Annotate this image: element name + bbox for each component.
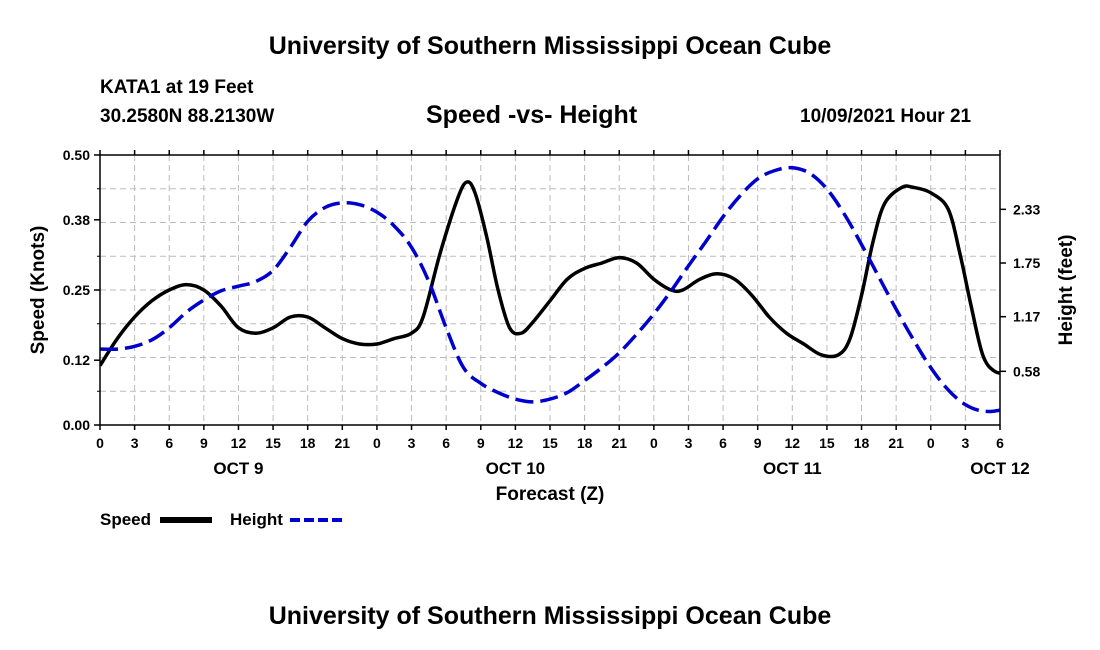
- x-tick-label: 0: [650, 435, 658, 451]
- x-tick-label: 12: [508, 435, 524, 451]
- x-day-label: OCT 12: [970, 459, 1030, 478]
- x-tick-label: 12: [231, 435, 247, 451]
- chart-grid: [99, 155, 1001, 425]
- x-tick-label: 0: [373, 435, 381, 451]
- legend-speed-swatch: [160, 517, 212, 523]
- x-tick-label: 6: [719, 435, 727, 451]
- y-axis-label: Speed (Knots): [28, 226, 49, 355]
- x-tick-label: 18: [854, 435, 870, 451]
- y-tick-label: 0.38: [63, 212, 90, 228]
- x-tick-label: 21: [888, 435, 904, 451]
- x-tick-label: 12: [785, 435, 801, 451]
- legend-speed-label: Speed: [100, 510, 152, 529]
- x-tick-label: 15: [542, 435, 558, 451]
- legend-height-swatch: [290, 518, 342, 522]
- y-tick-label: 0.50: [63, 147, 90, 163]
- x-tick-label: 6: [442, 435, 450, 451]
- page-title: University of Southern Mississippi Ocean…: [268, 32, 832, 60]
- x-tick-label: 9: [754, 435, 762, 451]
- y2-tick-label: 1.75: [1013, 255, 1040, 271]
- x-tick-label: 18: [577, 435, 593, 451]
- x-tick-label: 0: [96, 435, 104, 451]
- x-day-label: OCT 10: [486, 459, 546, 478]
- y-tick-label: 0.12: [63, 352, 90, 368]
- forecast-datetime: 10/09/2021 Hour 21: [800, 106, 972, 127]
- y2-axis-label: Height (feet): [1056, 235, 1077, 346]
- x-day-label: OCT 9: [213, 459, 263, 478]
- x-tick-label: 21: [335, 435, 351, 451]
- y2-tick-label: 0.58: [1013, 363, 1040, 379]
- x-tick-label: 15: [819, 435, 835, 451]
- x-axis-label: Forecast (Z): [496, 484, 605, 505]
- series-line-height: [100, 165, 1000, 414]
- x-tick-label: 0: [927, 435, 935, 451]
- y-tick-label: 0.25: [63, 282, 90, 298]
- x-tick-label: 3: [961, 435, 969, 451]
- series-line-speed: [100, 180, 1000, 375]
- x-day-label: OCT 11: [763, 459, 822, 478]
- x-tick-label: 3: [408, 435, 416, 451]
- footer-title: University of Southern Mississippi Ocean…: [268, 602, 832, 630]
- x-tick-label: 18: [300, 435, 316, 451]
- tick-layer: 0.00 0.12 0.25 0.38 0.50 0.58 1.17 1.75 2.33 0 3 6 9…: [63, 147, 1041, 478]
- x-tick-label: 6: [996, 435, 1004, 451]
- x-tick-label: 6: [165, 435, 173, 451]
- x-tick-label: 15: [265, 435, 281, 451]
- x-tick-label: 9: [477, 435, 485, 451]
- y-tick-label: 0.00: [63, 417, 90, 433]
- x-tick-label: 3: [685, 435, 693, 451]
- x-tick-label: 21: [611, 435, 627, 451]
- y2-tick-label: 1.17: [1013, 309, 1040, 325]
- station-coordinates: 30.2580N 88.2130W: [100, 106, 275, 127]
- x-tick-label: 9: [200, 435, 208, 451]
- x-tick-label: 3: [131, 435, 139, 451]
- station-label: KATA1 at 19 Feet: [100, 77, 254, 98]
- series-layer: [100, 165, 1000, 414]
- chart-title: Speed -vs- Height: [426, 101, 638, 129]
- legend-height-label: Height: [230, 510, 283, 529]
- y2-tick-label: 2.33: [1013, 201, 1040, 217]
